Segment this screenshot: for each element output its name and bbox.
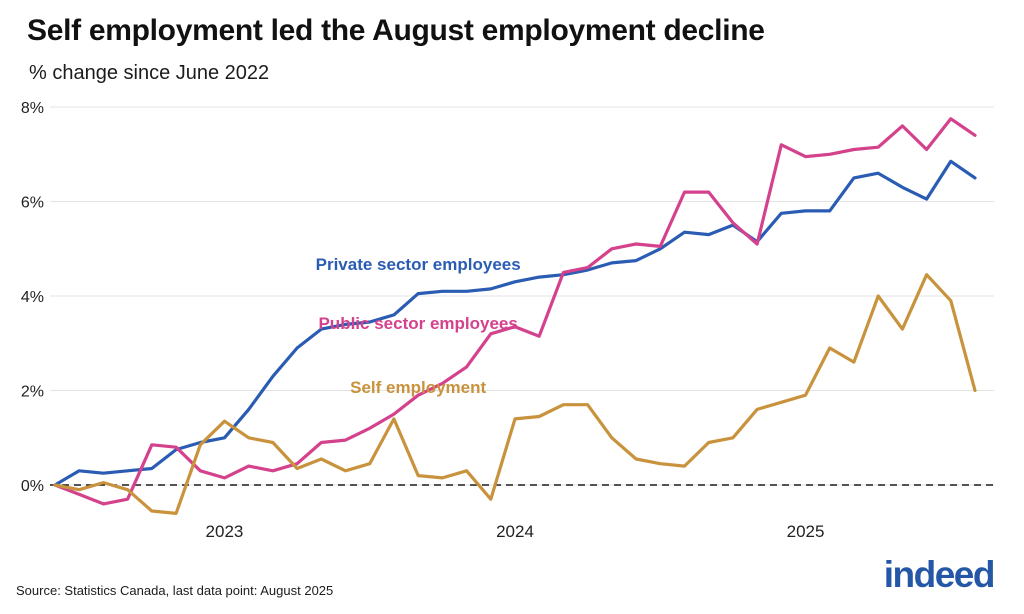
x-tick-label: 2025	[787, 522, 825, 541]
chart-title: Self employment led the August employmen…	[27, 14, 765, 47]
y-tick-label: 2%	[21, 384, 44, 401]
series-label-public: Public sector employees	[318, 314, 517, 333]
y-tick-label: 8%	[21, 100, 44, 117]
source-note: Source: Statistics Canada, last data poi…	[16, 583, 334, 598]
chart-subtitle: % change since June 2022	[29, 62, 270, 84]
y-tick-label: 0%	[21, 478, 44, 495]
x-tick-label: 2023	[206, 522, 244, 541]
series-line-self	[53, 273, 977, 516]
indeed-logo: indeed	[883, 554, 996, 595]
series-label-private: Private sector employees	[316, 255, 521, 274]
y-tick-label: 4%	[21, 289, 44, 306]
series-line-private	[53, 159, 977, 487]
y-tick-label: 6%	[21, 195, 44, 212]
series-line-public	[53, 117, 977, 506]
series-label-self: Self employment	[350, 378, 486, 397]
x-tick-label: 2024	[496, 522, 534, 541]
